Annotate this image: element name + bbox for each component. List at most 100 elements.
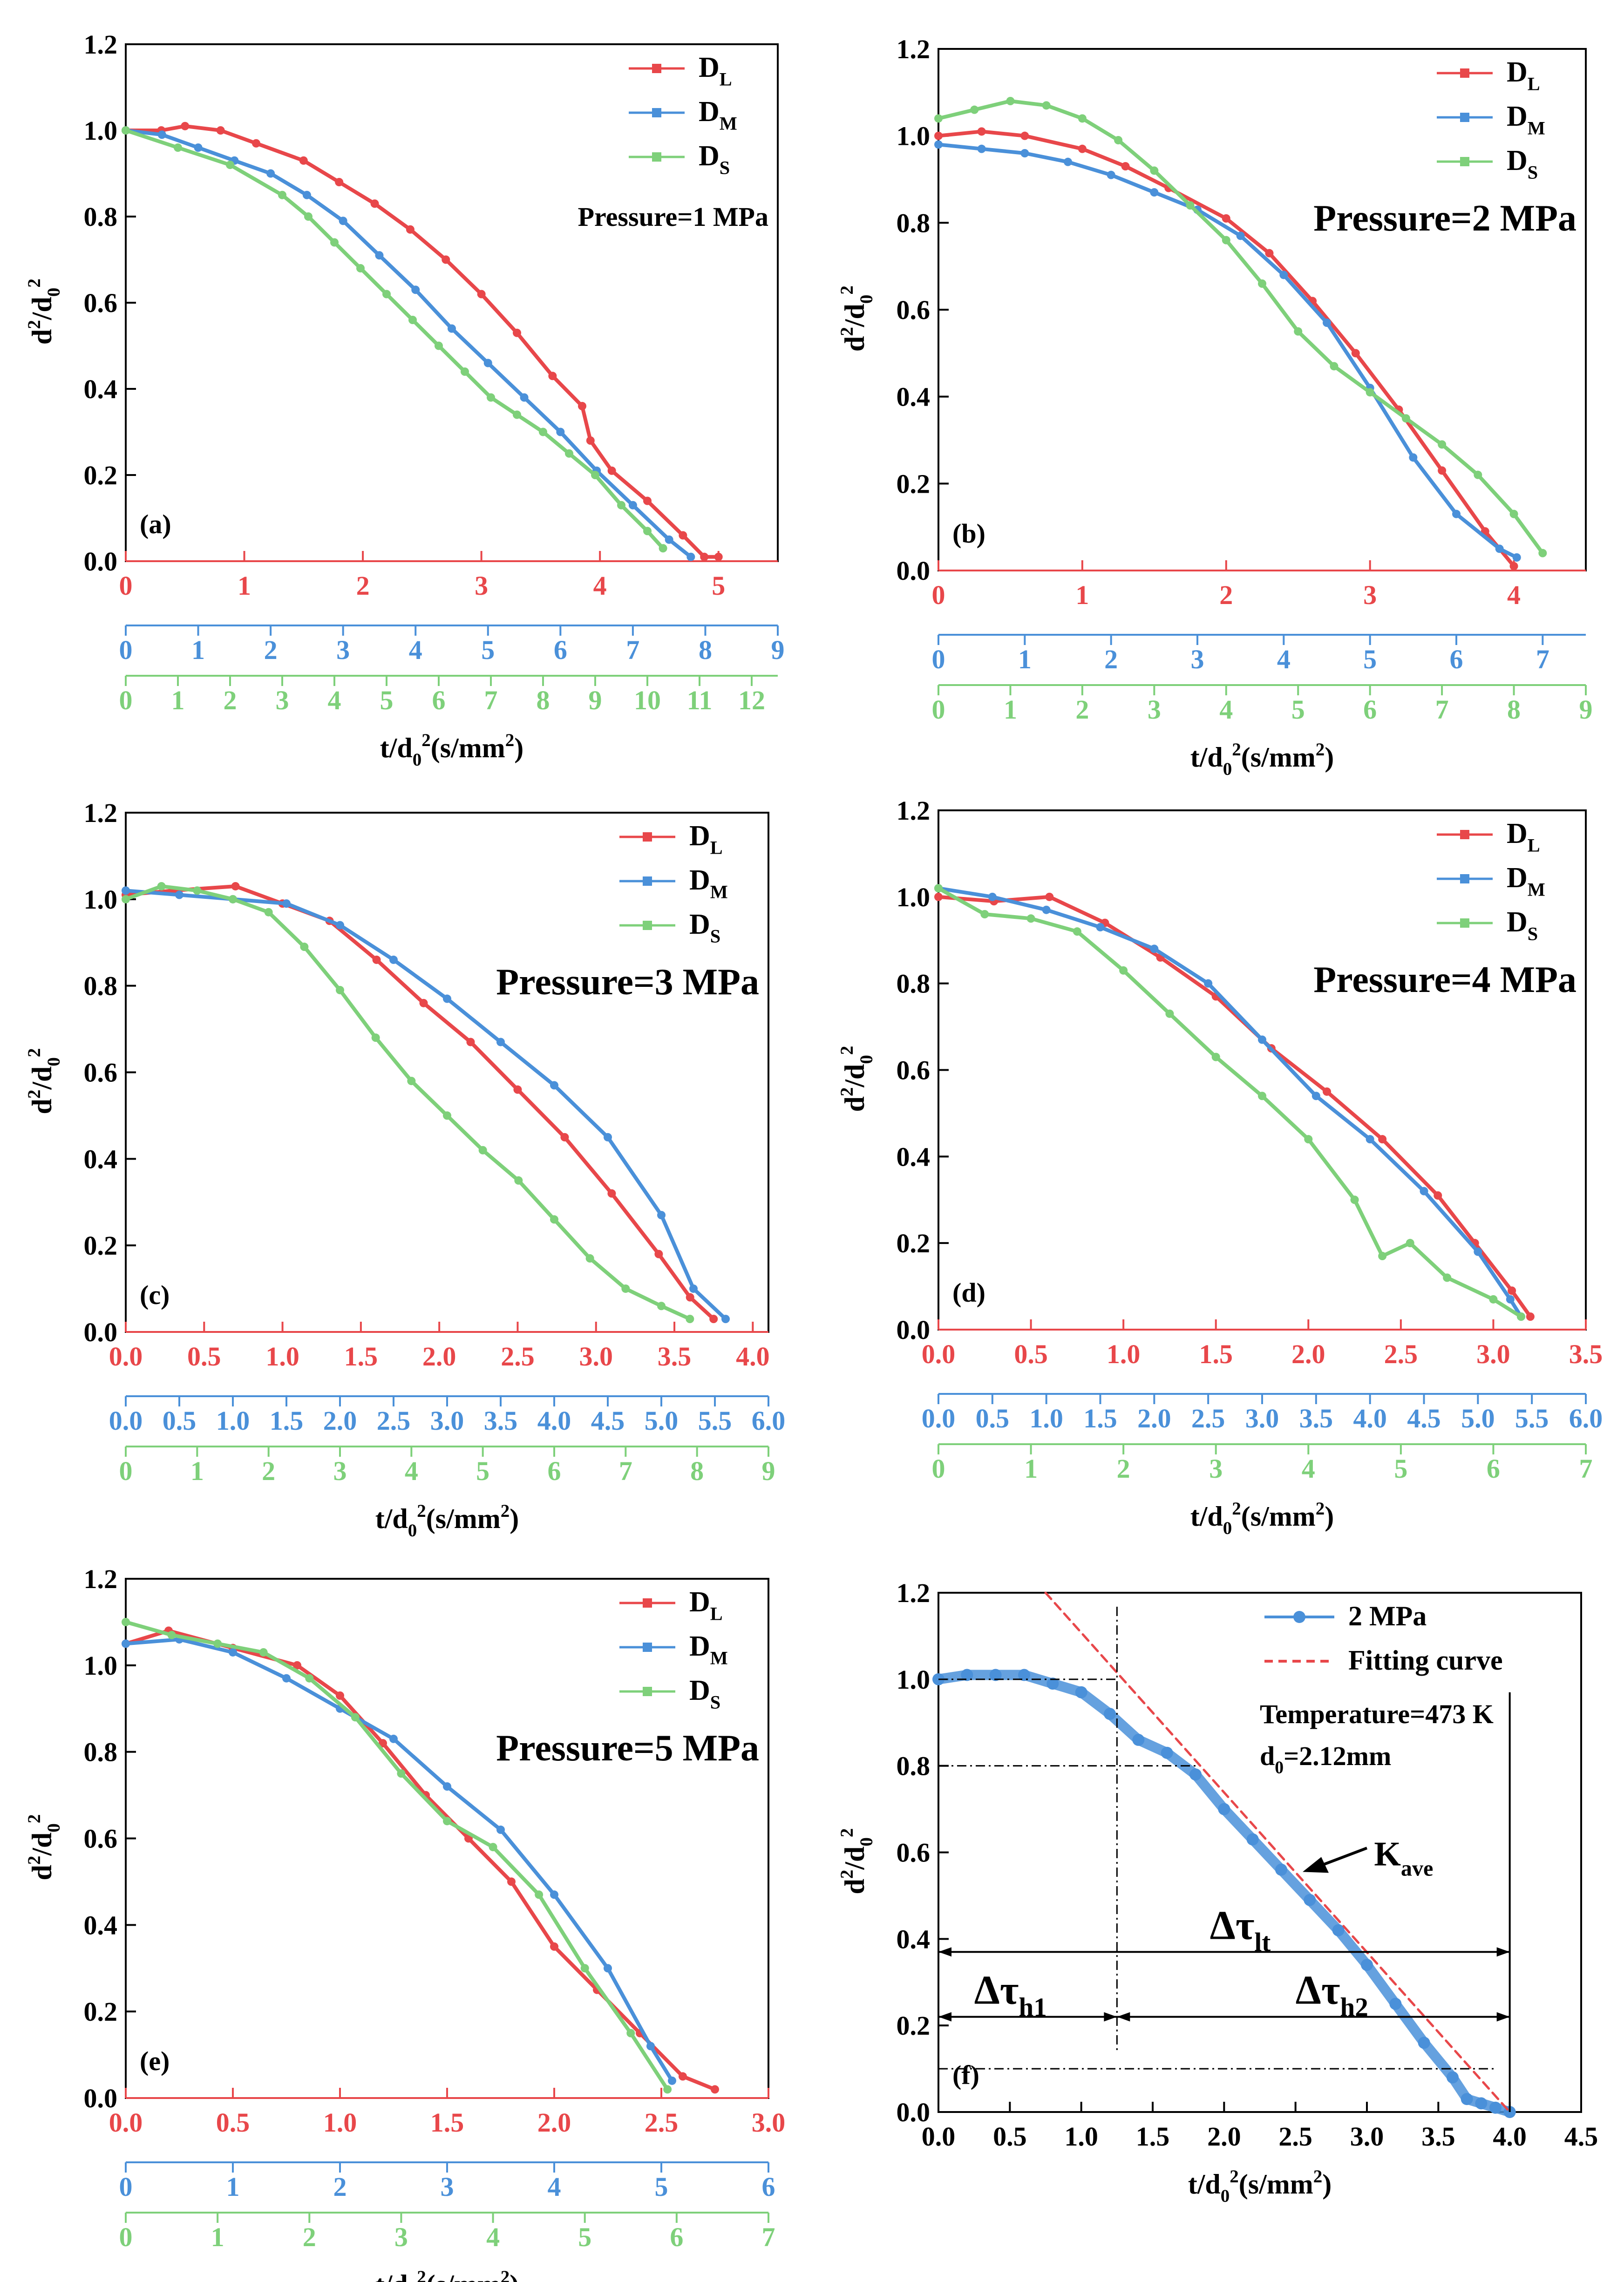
data-point <box>1350 1195 1359 1204</box>
data-point <box>535 1890 544 1899</box>
x-tick-label: 0.5 <box>187 1341 221 1372</box>
x-tick-label: 2 <box>1219 580 1233 610</box>
y-tick-label: 1.2 <box>897 1578 931 1608</box>
data-point <box>1361 1959 1373 1971</box>
data-point <box>654 1250 663 1258</box>
legend-item-Fitting-curve-label: Fitting curve <box>1348 1645 1503 1676</box>
x-tick-label: 4 <box>409 635 422 665</box>
y-tick-label: 0.2 <box>897 2010 931 2041</box>
data-point <box>604 1133 612 1141</box>
x-axis-axis: 0.0 0.5 1.0 1.5 2.0 2.5 3.0 3.5 4.0 4.5 <box>922 2102 1598 2152</box>
legend-item-L-label: DL <box>689 820 723 858</box>
data-point <box>496 1038 505 1046</box>
legend: 2 MPa Fitting curve <box>1264 1601 1503 1676</box>
data-point <box>1378 1135 1387 1144</box>
x-tick-label: 2.5 <box>1191 1403 1225 1433</box>
x-tick-label: 3 <box>336 635 350 665</box>
y-tick-label: 0.8 <box>84 1737 118 1767</box>
x-axis-label: t/d02(s/mm2) <box>1188 2167 1332 2206</box>
y-tick-label: 1.2 <box>84 798 118 828</box>
x-tick-label: 3 <box>276 685 289 715</box>
legend-item-L-marker <box>1460 830 1469 839</box>
x-tick-label: 1 <box>190 1456 204 1486</box>
data-point <box>408 316 417 324</box>
data-point <box>1275 1863 1287 1876</box>
data-point <box>643 496 652 505</box>
data-point <box>1107 170 1115 179</box>
x-tick-label: 4.5 <box>1564 2121 1598 2152</box>
panel-c: 0.0 0.2 0.4 0.6 0.8 1.0 1.2 d2/d02 0.0 0.5 1.0 1.5 2… <box>24 798 785 1541</box>
plot-frame <box>938 48 1587 571</box>
y-axis-label: d2/d02 <box>837 1828 877 1895</box>
x-tick-label: 1 <box>211 2222 224 2252</box>
data-point <box>550 1215 558 1224</box>
x-tick-label: 6.0 <box>1569 1403 1603 1433</box>
data-point <box>1304 1135 1313 1144</box>
x-tick-label: 3.0 <box>1476 1339 1510 1369</box>
y-tick-label: 0.4 <box>897 1924 931 1954</box>
x-tick-label: 9 <box>589 685 602 715</box>
data-point <box>709 1315 718 1324</box>
data-point <box>371 1033 380 1042</box>
data-point <box>679 531 687 540</box>
legend-item-M-marker <box>643 1643 652 1652</box>
data-point <box>1461 2093 1473 2105</box>
x-tick-label: 1.0 <box>265 1341 299 1372</box>
legend-item-M-marker <box>1460 113 1469 122</box>
data-point <box>122 1639 130 1648</box>
x-axis-green: 0 1 2 3 4 5 6 7 <box>119 2212 775 2252</box>
data-point <box>580 1964 589 1973</box>
y-tick-label: 1.2 <box>84 29 118 60</box>
x-tick-label: 5 <box>578 2222 591 2252</box>
x-tick-label: 2 <box>1117 1453 1130 1484</box>
x-axis-blue: 0 1 2 3 4 5 6 7 8 9 <box>119 625 785 665</box>
x-axis-label: t/d02(s/mm2) <box>375 1501 519 1541</box>
data-point <box>375 251 384 260</box>
x-tick-label: 9 <box>762 1456 775 1486</box>
x-tick-label: 1 <box>1018 644 1032 674</box>
data-point <box>1495 544 1504 553</box>
series-line-DL <box>124 884 716 1321</box>
data-point <box>1075 1686 1087 1698</box>
x-tick-label: 0 <box>932 580 945 610</box>
data-point <box>934 140 943 149</box>
x-tick-label: 8 <box>1507 694 1521 725</box>
data-point <box>379 1739 387 1748</box>
data-point <box>1474 1247 1482 1256</box>
x-tick-label: 1.5 <box>1083 1403 1117 1433</box>
y-tick-label: 0.4 <box>84 1144 118 1174</box>
data-point <box>550 1081 558 1090</box>
data-point <box>226 161 234 169</box>
x-tick-label: 4 <box>328 685 341 715</box>
data-point <box>977 127 986 136</box>
data-point <box>565 449 573 458</box>
x-tick-label: 1.5 <box>1136 2121 1170 2152</box>
data-point <box>300 943 309 951</box>
x-tick-label: 3.0 <box>1245 1403 1279 1433</box>
y-tick-label: 0.8 <box>84 202 118 232</box>
series-line-DS <box>937 99 1545 555</box>
data-point <box>607 1189 616 1198</box>
data-point <box>1064 157 1072 166</box>
x-tick-label: 1 <box>191 635 205 665</box>
legend-item-2-MPa-label: 2 MPa <box>1348 1601 1427 1631</box>
x-tick-label: 3 <box>441 2172 454 2202</box>
x-tick-label: 3 <box>1209 1453 1223 1484</box>
delta-tau-lt-arrow-head-left <box>938 1947 951 1957</box>
data-point <box>643 527 652 536</box>
x-axis-green: 0 1 2 3 4 5 6 7 8 9 <box>932 684 1593 725</box>
x-tick-label: 5.0 <box>1461 1403 1495 1433</box>
data-point <box>489 1843 497 1852</box>
x-tick-label: 8 <box>690 1456 704 1486</box>
x-tick-label: 3.0 <box>579 1341 613 1372</box>
data-point <box>330 238 339 247</box>
pressure-annotation: Pressure=2 MPa <box>1313 198 1576 239</box>
x-tick-label: 4 <box>548 2172 561 2202</box>
data-point <box>477 290 486 299</box>
x-tick-label: 1.0 <box>1029 1403 1063 1433</box>
data-point <box>513 328 521 337</box>
x-axis-red: 0.0 0.5 1.0 1.5 2.0 2.5 3.0 3.5 4.0 <box>109 1322 770 1372</box>
y-tick-label: 1.0 <box>84 115 118 146</box>
data-point <box>1258 1092 1266 1100</box>
x-tick-label: 1.5 <box>430 2107 464 2138</box>
